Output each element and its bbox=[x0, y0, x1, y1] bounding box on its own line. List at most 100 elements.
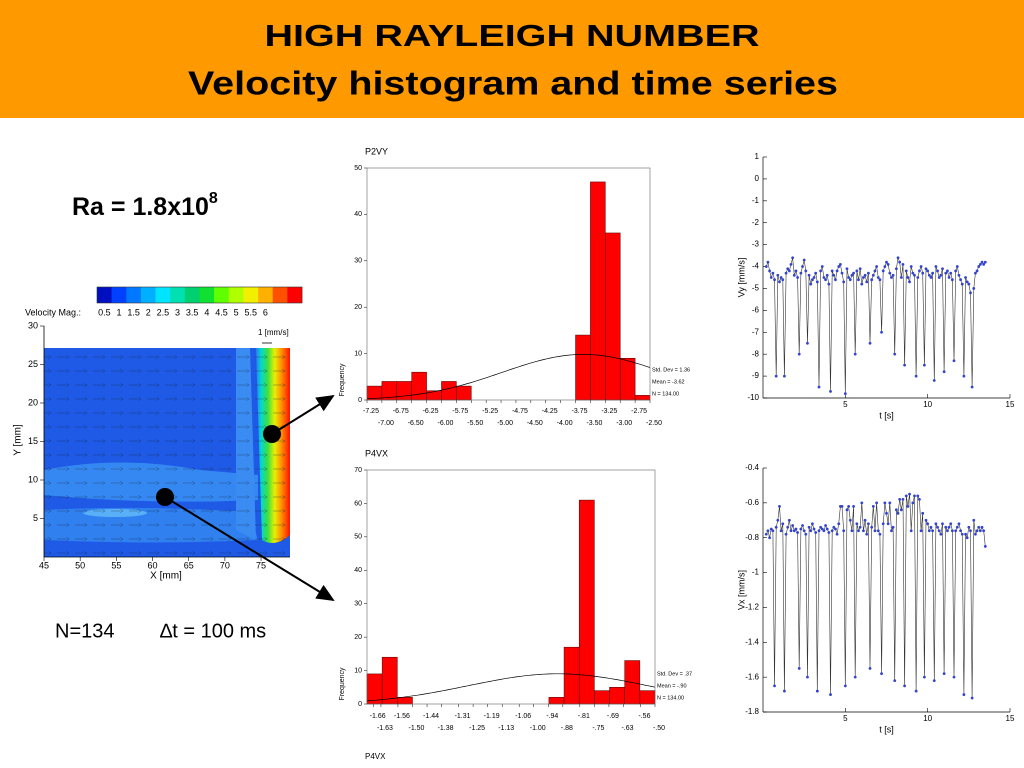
x-tick-label: -1.06 bbox=[515, 713, 531, 720]
y-tick-label: -0.4 bbox=[745, 463, 759, 472]
data-point bbox=[865, 280, 869, 284]
data-point bbox=[820, 527, 824, 531]
data-point bbox=[802, 529, 806, 533]
data-point bbox=[815, 689, 819, 693]
data-point bbox=[820, 265, 824, 268]
data-point bbox=[970, 385, 974, 389]
data-point bbox=[904, 269, 908, 273]
y-tick-label: -1.8 bbox=[745, 707, 759, 716]
data-point bbox=[855, 522, 859, 526]
data-point bbox=[909, 265, 913, 268]
data-point bbox=[860, 282, 864, 286]
bar bbox=[456, 385, 472, 401]
colorbar-label: 6 bbox=[263, 307, 268, 317]
data-point bbox=[947, 525, 951, 529]
data-point bbox=[922, 363, 926, 367]
data-point bbox=[787, 518, 791, 522]
data-point bbox=[954, 529, 958, 533]
stats-label: N = 134.00 bbox=[652, 391, 679, 397]
data-point bbox=[815, 280, 819, 284]
x-tick-label: -6.25 bbox=[423, 408, 439, 415]
data-point bbox=[801, 524, 804, 527]
bar bbox=[381, 656, 398, 705]
data-point bbox=[955, 525, 959, 529]
data-point bbox=[789, 262, 793, 266]
x-tick-label: -1.63 bbox=[377, 725, 393, 732]
data-point bbox=[947, 276, 951, 279]
data-point bbox=[783, 374, 786, 378]
data-point bbox=[794, 527, 798, 531]
data-point bbox=[791, 256, 795, 260]
x-tick-label: 75 bbox=[256, 560, 266, 570]
chart-title: P4VX bbox=[365, 448, 388, 458]
y-tick-label: 60 bbox=[354, 500, 362, 507]
data-point bbox=[873, 269, 877, 273]
data-point bbox=[802, 258, 806, 262]
y-tick-label: -3 bbox=[752, 240, 760, 249]
x-tick-label: -.69 bbox=[607, 713, 619, 720]
data-point bbox=[799, 271, 803, 275]
data-point bbox=[885, 260, 888, 264]
data-point bbox=[819, 269, 823, 273]
data-point bbox=[832, 525, 836, 529]
x-tick-label: 15 bbox=[1006, 400, 1015, 409]
data-point bbox=[799, 527, 803, 531]
x-tick-label: -6.50 bbox=[408, 420, 424, 427]
data-point bbox=[871, 504, 875, 508]
data-point bbox=[899, 276, 903, 279]
data-point bbox=[918, 497, 921, 501]
data-point bbox=[819, 525, 823, 529]
y-tick-label: -4 bbox=[752, 262, 760, 271]
data-point bbox=[972, 518, 976, 522]
x-tick-label: -1.19 bbox=[484, 713, 500, 720]
bar bbox=[619, 357, 636, 401]
data-point bbox=[903, 363, 907, 367]
dt-note: ∆t = 100 ms bbox=[160, 620, 266, 642]
data-point bbox=[786, 525, 790, 529]
data-point bbox=[914, 689, 918, 693]
x-axis-label: t [s] bbox=[879, 724, 894, 734]
data-point bbox=[766, 529, 770, 533]
x-tick-label: 65 bbox=[184, 560, 194, 570]
data-point bbox=[784, 271, 788, 275]
data-point bbox=[876, 529, 880, 533]
y-tick-label: 10 bbox=[354, 667, 362, 674]
data-point bbox=[778, 280, 781, 284]
data-point bbox=[797, 667, 801, 670]
y-tick-label: -1.4 bbox=[745, 637, 759, 646]
header-band bbox=[0, 0, 1024, 118]
x-tick-label: 15 bbox=[1006, 714, 1015, 723]
y-axis-label: Frequency bbox=[339, 363, 346, 397]
data-point bbox=[894, 508, 898, 512]
data-point bbox=[969, 529, 972, 533]
ra-exponent: 8 bbox=[209, 190, 218, 207]
y-tick-label: -1.2 bbox=[745, 603, 759, 612]
x-tick-label: -6.00 bbox=[437, 420, 453, 427]
data-point bbox=[890, 529, 893, 533]
contour-field bbox=[44, 342, 335, 602]
data-point bbox=[982, 529, 986, 533]
data-point bbox=[776, 273, 780, 277]
data-point bbox=[871, 273, 875, 277]
colorbar-title: Velocity Mag.: bbox=[25, 307, 81, 317]
x-tick-label: -4.75 bbox=[512, 408, 528, 415]
data-point bbox=[891, 273, 895, 277]
data-point bbox=[875, 501, 879, 505]
y-tick-label: 0 bbox=[358, 701, 362, 708]
data-point bbox=[825, 273, 829, 277]
x-tick-label: -1.66 bbox=[370, 713, 386, 720]
x-tick-label: -1.25 bbox=[469, 725, 485, 732]
data-point bbox=[774, 525, 778, 529]
data-point bbox=[896, 511, 900, 515]
x-tick-label: -2.75 bbox=[631, 408, 647, 415]
data-point bbox=[827, 531, 831, 534]
data-point bbox=[883, 265, 887, 268]
bar bbox=[548, 697, 565, 705]
y-tick-label: 20 bbox=[28, 397, 38, 407]
data-point bbox=[913, 273, 916, 277]
y-tick-label: -8 bbox=[752, 349, 760, 358]
data-point bbox=[870, 525, 874, 529]
data-point bbox=[974, 271, 977, 275]
data-point bbox=[978, 262, 982, 266]
data-point bbox=[792, 529, 796, 533]
